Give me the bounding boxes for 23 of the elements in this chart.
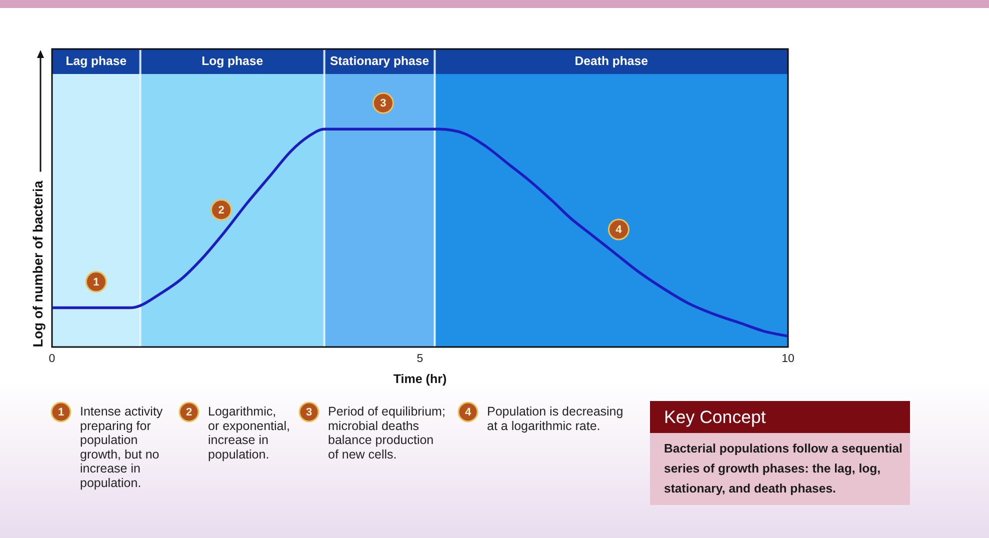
text: Bacterial populations follow a sequential series of growth phases: the lag, log, stationary, and death phases. [664,441,902,496]
band-label: Death phase [574,54,648,68]
text: Period of equilibrium; microbial deaths balance production of new cells. [328,404,446,462]
x-axis-title: Time (hr) [393,372,447,386]
band-label: Log phase [202,54,264,68]
x-tick-label: 0 [48,353,56,366]
text: Logarithmic, or exponential, increase in population. [208,404,290,462]
annotation: 1 [93,276,100,288]
annotation: 2 [218,204,224,216]
text: Intense activity preparing for population growth, but no increase in population. [80,404,164,490]
x-tick-label: 5 [416,353,424,366]
y-axis-title: Log of number of bacteria [30,180,46,348]
text: 2 [186,406,192,419]
text: Key Concept [664,406,766,427]
text: Population is decreasing at a logarithmic rate. [487,404,624,433]
text: 3 [306,406,312,419]
band-label: Stationary phase [330,54,430,68]
annotation: 4 [616,224,623,236]
text: 4 [464,406,472,419]
text: 1 [58,406,64,419]
band-label: Lag phase [66,54,127,68]
annotation: 3 [380,98,386,110]
x-tick-label: 10 [782,353,794,366]
